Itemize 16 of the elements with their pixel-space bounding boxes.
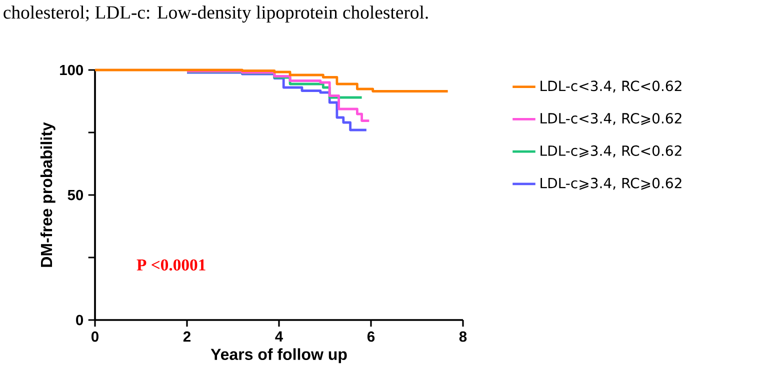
y-axis-title: DM-free probability	[40, 122, 56, 267]
y-tick-label: 50	[68, 190, 84, 200]
x-tick-label: 8	[459, 331, 467, 342]
y-tick-label: 0	[76, 314, 84, 326]
x-tick-label: 2	[183, 331, 190, 342]
text: cholesterol; LDL-c: Low-density lipoprotein cholesterol.	[4, 6, 428, 23]
annotation: P <0.0001	[136, 259, 206, 271]
y-tick-label: 100	[60, 64, 84, 76]
x-tick-label: 4	[275, 331, 283, 342]
legend-label: LDL-c⩾3.4, RC<0.62	[540, 145, 682, 158]
x-axis-title: Years of follow up	[210, 348, 347, 364]
legend-label: LDL-c<3.4, RC⩾0.62	[540, 112, 682, 126]
x-tick-label: 6	[367, 331, 375, 342]
legend-label: LDL-c<3.4, RC<0.62	[540, 80, 682, 93]
x-tick-label: 0	[92, 331, 98, 342]
legend-label: LDL-c⩾3.4, RC⩾0.62	[540, 178, 682, 190]
